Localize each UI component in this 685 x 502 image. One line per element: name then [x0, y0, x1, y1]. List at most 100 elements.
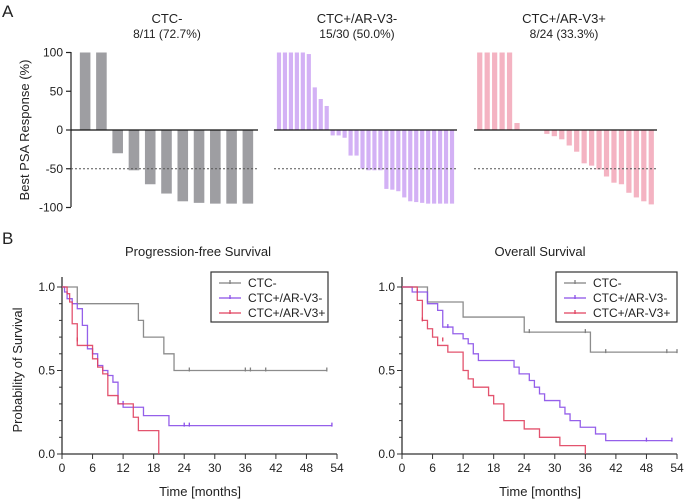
waterfall-ar-v3-neg-bar: [348, 130, 353, 156]
waterfall-ar-v3-neg-bar: [372, 130, 377, 171]
legend-entry: CTC+/AR-V3-: [593, 291, 667, 305]
x-tick-label: 30: [548, 461, 562, 475]
waterfall-ar-v3-pos-bar: [574, 130, 580, 152]
x-tick-label: 0: [399, 461, 406, 475]
waterfall-ar-v3-pos-bar: [551, 130, 557, 137]
waterfall-ar-v3-neg-bar: [336, 130, 341, 136]
legend-entry: CTC-: [248, 276, 277, 290]
x-tick-label: 12: [116, 461, 130, 475]
waterfall-ar-v3-pos-bar: [484, 52, 490, 130]
waterfall-ar-v3-pos-bar: [596, 130, 602, 170]
waterfall-ar-v3-neg-bar: [330, 130, 335, 136]
waterfall-ar-v3-pos-bar: [566, 130, 572, 146]
waterfall-ar-v3-neg-title: CTC+/AR-V3-: [317, 11, 398, 26]
x-tick-label: 54: [330, 461, 344, 475]
waterfall-ar-v3-neg-bar: [384, 130, 389, 189]
waterfall-ar-v3-neg-bar: [390, 130, 395, 190]
waterfall-ar-v3-neg-bar: [288, 52, 294, 130]
y-tick-label: 0.0: [378, 447, 395, 461]
waterfall-ctc-neg-subtitle: 8/11 (72.7%): [133, 27, 201, 41]
x-tick-label: 48: [640, 461, 654, 475]
waterfall-ar-v3-neg-bar: [312, 87, 317, 130]
waterfall-ar-v3-pos-bar: [499, 52, 505, 130]
waterfall-ar-v3-pos-title: CTC+/AR-V3+: [522, 11, 606, 26]
waterfall-ctc-neg-bar: [96, 52, 107, 130]
waterfall-ar-v3-pos-bar: [633, 130, 639, 198]
y-tick-label: 0.0: [38, 447, 55, 461]
y-tick-label: -100: [39, 201, 63, 215]
y-tick-label: 0.5: [378, 364, 395, 378]
waterfall-ar-v3-pos-bar: [506, 52, 513, 130]
waterfall-ar-v3-neg-bar: [342, 130, 347, 138]
x-tick-label: 42: [269, 461, 283, 475]
panel-label-a: A: [2, 2, 14, 21]
waterfall-ar-v3-neg-bar: [408, 130, 413, 202]
x-tick-label: 54: [670, 461, 684, 475]
km-pfs-title: Progression-free Survival: [125, 244, 271, 259]
waterfall-ctc-neg-bar: [161, 130, 172, 194]
waterfall-ar-v3-neg-bar: [306, 54, 311, 130]
x-tick-label: 6: [429, 461, 436, 475]
waterfall-ar-v3-neg-bar: [294, 52, 299, 130]
waterfall-ar-v3-neg-bar: [414, 130, 419, 203]
waterfall-ar-v3-neg-bar: [437, 130, 443, 204]
x-tick-label: 6: [89, 461, 96, 475]
km-os-title: Overall Survival: [494, 244, 585, 259]
x-tick-label: 48: [300, 461, 314, 475]
x-tick-label: 24: [518, 461, 532, 475]
waterfall-ar-v3-neg-bar: [402, 130, 407, 198]
x-tick-label: 36: [579, 461, 593, 475]
waterfall-ar-v3-neg-subtitle: 15/30 (50.0%): [319, 27, 394, 41]
legend-entry: CTC+/AR-V3+: [593, 306, 670, 320]
x-tick-label: 18: [487, 461, 501, 475]
waterfall-ar-v3-neg-bar: [420, 130, 425, 203]
km-os-curve: [402, 286, 672, 442]
km-pfs-curve: [62, 286, 160, 454]
waterfall-ar-v3-pos-subtitle: 8/24 (33.3%): [530, 27, 599, 41]
waterfall-ctc-neg-bar: [144, 130, 156, 185]
y-tick-label: 100: [43, 46, 63, 60]
legend-entry: CTC-: [593, 276, 622, 290]
km-pfs-x-axis-label: Time [months]: [159, 484, 241, 499]
waterfall-ar-v3-neg-bar: [300, 52, 305, 130]
waterfall-ar-v3-neg-bar: [354, 130, 359, 156]
waterfall-ar-v3-pos-bar: [648, 130, 654, 205]
waterfall-ar-v3-pos-bar: [514, 123, 520, 130]
x-tick-label: 36: [239, 461, 253, 475]
waterfall-ctc-neg-bar: [226, 130, 237, 204]
x-tick-label: 0: [59, 461, 66, 475]
waterfall-ctc-neg-bar: [112, 130, 123, 154]
waterfall-ar-v3-pos-bar: [544, 130, 550, 134]
panel-label-b: B: [2, 229, 13, 248]
y-tick-label: 50: [50, 84, 64, 98]
waterfall-ar-v3-pos-bar: [603, 130, 610, 177]
x-tick-label: 18: [147, 461, 161, 475]
x-tick-label: 30: [208, 461, 222, 475]
waterfall-ar-v3-neg-bar: [324, 105, 329, 130]
y-tick-label: -50: [46, 162, 64, 176]
km-os-x-axis-label: Time [months]: [499, 484, 581, 499]
waterfall-ctc-neg-bar: [242, 130, 254, 204]
waterfall-ctc-neg-bar: [210, 130, 221, 204]
waterfall-ar-v3-neg-bar: [443, 130, 449, 204]
km-pfs-y-axis-label: Probability of Survival: [10, 307, 25, 432]
km-os-legend: [555, 271, 678, 323]
km-pfs-curve: [62, 286, 327, 372]
x-tick-label: 12: [456, 461, 470, 475]
waterfall-ar-v3-neg-bar: [282, 52, 288, 130]
x-tick-label: 24: [178, 461, 192, 475]
waterfall-ar-v3-pos-bar: [588, 130, 595, 166]
waterfall-ar-v3-pos-bar: [559, 130, 565, 140]
waterfall-ar-v3-neg-bar: [396, 130, 401, 192]
waterfall-ar-v3-pos-bar: [581, 130, 587, 164]
waterfall-ctc-neg-title: CTC-: [151, 11, 182, 26]
waterfall-ar-v3-neg-bar: [449, 130, 455, 204]
waterfall-ctc-neg-bar: [193, 130, 205, 203]
waterfall-y-axis-label: Best PSA Response (%): [17, 60, 32, 201]
y-tick-label: 1.0: [378, 280, 395, 294]
waterfall-ar-v3-pos-bar: [492, 52, 498, 130]
y-tick-label: 1.0: [38, 280, 55, 294]
waterfall-ar-v3-neg-bar: [276, 52, 282, 130]
waterfall-ar-v3-pos-bar: [477, 52, 483, 130]
